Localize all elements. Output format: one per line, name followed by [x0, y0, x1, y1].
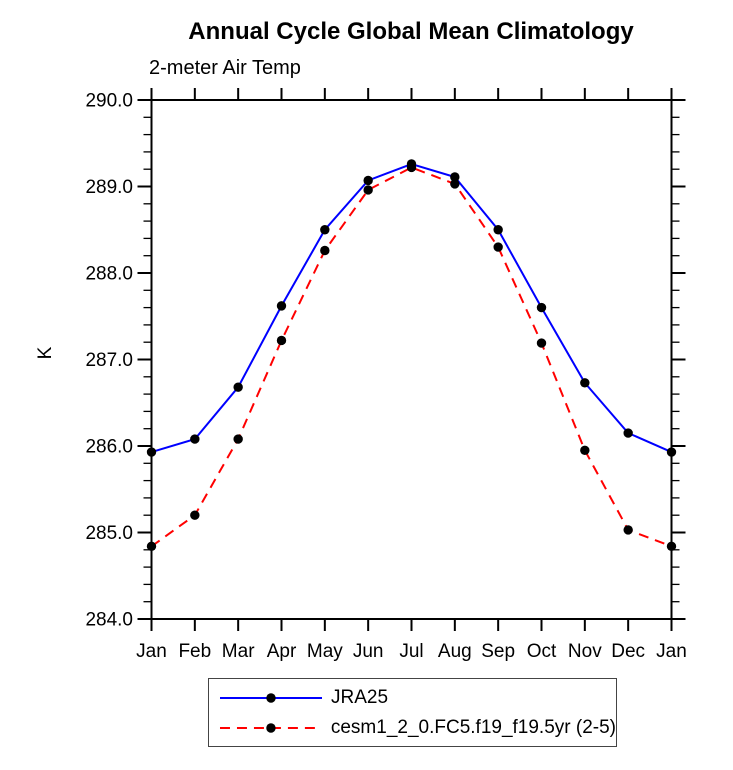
x-tick-label: May: [307, 641, 343, 662]
series-line-0: [151, 162, 672, 454]
chart-title: Annual Cycle Global Mean Climatology: [188, 18, 634, 45]
data-point-marker-1: [493, 242, 503, 252]
data-point-marker-1: [580, 445, 590, 456]
y-tick-label: 288.0: [85, 264, 133, 285]
x-tick-label: Nov: [568, 641, 602, 662]
data-point-marker-1: [406, 162, 417, 173]
y-tick-label: 284.0: [85, 610, 133, 631]
data-point-marker-0: [146, 447, 157, 457]
y-tick-label: 286.0: [85, 437, 133, 458]
data-point-marker-0: [450, 172, 460, 182]
x-tick-label: Jul: [399, 641, 423, 662]
x-tick-label: Aug: [438, 641, 472, 662]
x-tick-label: Apr: [267, 641, 297, 662]
data-point-marker-1: [666, 541, 677, 552]
y-tick-label: 285.0: [85, 523, 133, 544]
data-point-marker-0: [580, 378, 590, 388]
data-point-marker-0: [233, 382, 243, 392]
data-point-marker-0: [320, 225, 330, 235]
legend-label-cesm: cesm1_2_0.FC5.f19_f19.5yr (2-5): [330, 716, 616, 738]
data-point-marker-1: [363, 185, 373, 195]
data-point-marker-0: [276, 301, 287, 311]
x-tick-label: Jan: [656, 641, 687, 662]
legend-box: JRA25 cesm1_2_0.FC5.f19_f19.5yr (2-5): [208, 678, 617, 747]
x-tick-label: Oct: [527, 641, 557, 662]
data-point-marker-1: [146, 541, 157, 552]
data-point-marker-1: [450, 179, 460, 189]
data-point-marker-1: [536, 338, 547, 348]
x-tick-label: Sep: [481, 641, 515, 662]
x-tick-label: Mar: [222, 641, 255, 662]
legend-label-jra25: JRA25: [331, 686, 389, 708]
data-point-marker-0: [363, 175, 373, 186]
data-point-marker-0: [536, 302, 547, 313]
x-tick-label: Feb: [178, 641, 211, 662]
y-tick-label: 289.0: [85, 177, 133, 198]
data-point-marker-1: [320, 245, 330, 256]
data-point-marker-1: [623, 525, 633, 535]
data-point-marker-0: [493, 225, 503, 235]
y-tick-label: 287.0: [85, 350, 133, 371]
legend-item-cesm: cesm1_2_0.FC5.f19_f19.5yr (2-5): [218, 713, 616, 743]
series-line-1: [150, 166, 672, 548]
legend-swatch-marker: [266, 722, 276, 733]
data-point-marker-1: [276, 335, 287, 346]
chart-subtitle: 2-meter Air Temp: [149, 57, 301, 79]
x-tick-label: Jan: [136, 641, 167, 662]
x-tick-label: Jun: [353, 641, 384, 662]
data-point-marker-0: [190, 434, 200, 444]
data-point-marker-1: [233, 434, 243, 444]
x-tick-label: Dec: [611, 641, 645, 662]
data-point-marker-0: [623, 428, 633, 438]
legend-item-jra25: JRA25: [218, 683, 616, 713]
legend-line-swatch-cesm: [219, 722, 322, 733]
legend-line-swatch-jra25: [220, 692, 322, 703]
data-point-marker-1: [190, 510, 200, 520]
plot-frame: [150, 99, 673, 620]
data-point-marker-0: [666, 447, 677, 457]
legend-swatch-marker: [266, 692, 276, 703]
y-tick-label: 290.0: [85, 91, 133, 112]
